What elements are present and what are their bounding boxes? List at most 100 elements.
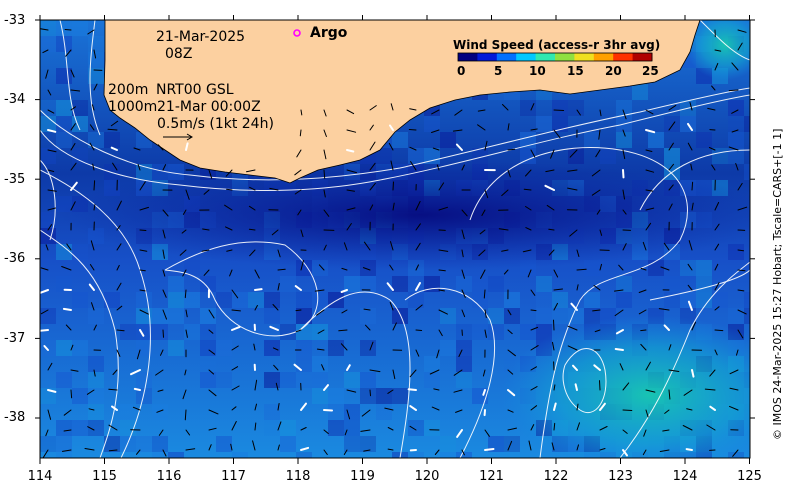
current-vector bbox=[107, 128, 118, 131]
warm-water-patch-east bbox=[500, 315, 750, 458]
current-vector bbox=[455, 143, 463, 151]
current-vector bbox=[507, 329, 513, 335]
current-vector bbox=[714, 263, 719, 271]
temperature-pixel bbox=[232, 452, 248, 458]
current-vector bbox=[254, 422, 257, 431]
temperature-pixel bbox=[472, 324, 488, 340]
temperature-pixel bbox=[232, 292, 248, 308]
current-vector bbox=[704, 388, 716, 391]
temperature-pixel bbox=[744, 116, 750, 132]
current-vector bbox=[45, 244, 49, 251]
temperature-pixel bbox=[88, 356, 104, 372]
current-vector bbox=[737, 182, 743, 191]
current-vector bbox=[185, 142, 189, 151]
temperature-pixel bbox=[696, 276, 712, 292]
current-vector bbox=[70, 201, 76, 211]
current-vector bbox=[208, 349, 216, 355]
current-vector bbox=[431, 129, 440, 133]
current-vector bbox=[551, 442, 555, 451]
current-vector bbox=[461, 449, 465, 456]
current-vector bbox=[70, 389, 73, 399]
temperature-pixel bbox=[408, 452, 424, 458]
current-vector bbox=[47, 224, 53, 231]
current-vector bbox=[687, 300, 693, 311]
temperature-pixel bbox=[552, 308, 568, 324]
temperature-pixel bbox=[296, 308, 312, 324]
current-vector bbox=[42, 49, 49, 54]
current-vector bbox=[407, 388, 417, 391]
temperature-pixel bbox=[168, 308, 184, 324]
temperature-pixel bbox=[680, 260, 696, 276]
colorbar-bin bbox=[632, 53, 653, 61]
current-vector bbox=[592, 309, 601, 312]
current-vector bbox=[714, 202, 720, 211]
temperature-pixel bbox=[536, 276, 552, 292]
temperature-pixel bbox=[664, 148, 680, 164]
temperature-pixel bbox=[40, 212, 56, 228]
current-vector bbox=[231, 406, 237, 411]
temperature-pixel bbox=[136, 324, 152, 340]
current-vector bbox=[323, 169, 326, 179]
current-vectors bbox=[40, 28, 748, 458]
current-vector bbox=[86, 389, 95, 395]
current-vector bbox=[507, 123, 510, 131]
current-vector bbox=[87, 426, 95, 431]
temperature-pixel bbox=[296, 356, 312, 372]
temperature-pixel bbox=[568, 148, 584, 164]
current-vector bbox=[390, 241, 394, 251]
current-vector bbox=[157, 389, 164, 392]
current-vector bbox=[62, 307, 72, 311]
lon-tick-label: 120 bbox=[414, 469, 440, 484]
current-vector bbox=[110, 146, 118, 151]
temperature-pixel bbox=[584, 132, 600, 148]
current-vector bbox=[63, 409, 72, 416]
temperature-pixel bbox=[360, 372, 376, 388]
current-vector bbox=[346, 169, 357, 174]
current-vector bbox=[226, 188, 233, 191]
temperature-pixel bbox=[360, 308, 376, 324]
current-vector bbox=[45, 69, 49, 79]
current-vector bbox=[254, 379, 258, 391]
current-vector bbox=[108, 449, 118, 452]
temperature-pixel bbox=[120, 436, 136, 452]
temperature-pixel bbox=[216, 340, 232, 356]
temperature-pixel bbox=[40, 116, 56, 132]
current-vector bbox=[545, 169, 555, 173]
temperature-pixel bbox=[456, 356, 472, 372]
temperature-pixel bbox=[88, 36, 104, 52]
current-vector bbox=[572, 364, 578, 371]
temperature-pixel bbox=[568, 100, 584, 116]
current-vector bbox=[502, 104, 509, 111]
temperature-pixel bbox=[744, 292, 750, 308]
temperature-pixel bbox=[56, 452, 72, 458]
temperature-pixel bbox=[168, 340, 184, 356]
current-vector bbox=[272, 347, 279, 351]
temperature-pixel bbox=[648, 260, 664, 276]
current-vector bbox=[461, 289, 466, 298]
temperature-pixel bbox=[312, 372, 328, 388]
current-vector bbox=[40, 309, 49, 315]
current-vector bbox=[323, 109, 327, 117]
current-vector bbox=[645, 207, 655, 211]
current-vector bbox=[706, 424, 716, 431]
current-vector bbox=[277, 249, 281, 258]
current-vector bbox=[224, 204, 233, 211]
current-vector bbox=[112, 162, 118, 171]
current-vector bbox=[507, 409, 514, 413]
current-vector bbox=[668, 163, 674, 171]
current-vector bbox=[484, 448, 495, 451]
temperature-contours bbox=[40, 20, 750, 458]
current-vector bbox=[480, 269, 486, 279]
temperature-pixel bbox=[488, 324, 504, 340]
current-vector bbox=[567, 345, 578, 351]
temperature-pixel bbox=[728, 244, 744, 260]
temperature-pixel bbox=[88, 308, 104, 324]
current-vector bbox=[659, 449, 670, 452]
temperature-pixel bbox=[424, 420, 440, 436]
current-vector bbox=[569, 229, 578, 237]
current-vector bbox=[184, 409, 187, 421]
current-vector bbox=[668, 389, 671, 400]
temperature-pixel bbox=[72, 292, 88, 308]
current-vector bbox=[70, 369, 79, 372]
current-vector bbox=[530, 386, 538, 391]
